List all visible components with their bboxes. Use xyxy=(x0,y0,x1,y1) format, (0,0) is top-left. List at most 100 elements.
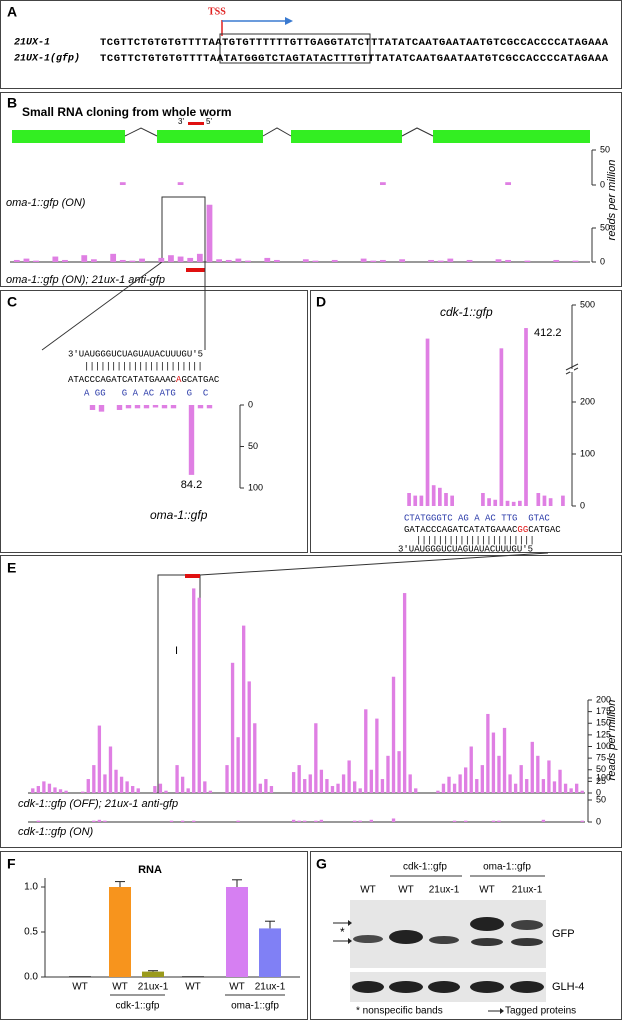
bar xyxy=(447,776,451,793)
panel-letter: E xyxy=(7,560,16,576)
bar xyxy=(502,727,507,793)
y-tick-label: 0 xyxy=(248,399,253,409)
bar xyxy=(180,776,185,793)
panel-letter: G xyxy=(316,856,327,872)
y-tick-label: 1.0 xyxy=(24,882,38,893)
band xyxy=(510,981,544,993)
bar xyxy=(441,783,446,793)
track-label: cdk-1::gfp (OFF); 21ux-1 anti-gfp xyxy=(18,798,178,810)
sequence-label: 21UX-1(gfp) xyxy=(14,53,80,65)
panel-title: Small RNA cloning from whole worm xyxy=(22,105,232,119)
band xyxy=(389,981,423,993)
bar xyxy=(264,779,268,793)
bar xyxy=(259,928,281,977)
bar xyxy=(53,787,57,793)
y-tick-label: 75 xyxy=(596,753,606,763)
bar xyxy=(437,260,444,262)
bar xyxy=(419,495,424,506)
bar xyxy=(226,887,248,977)
bar xyxy=(197,405,204,409)
bar xyxy=(230,662,235,793)
bar xyxy=(236,820,240,822)
band xyxy=(471,938,503,946)
bar xyxy=(525,779,529,793)
bar xyxy=(379,259,386,262)
x-tick-label: 21ux-1 xyxy=(255,982,286,993)
star: * xyxy=(340,925,345,939)
y-tick-label: 50 xyxy=(248,441,258,451)
base-pairs: |||||||||||||||||||||| xyxy=(84,361,203,371)
intron xyxy=(401,127,434,137)
bar xyxy=(90,259,97,262)
bar xyxy=(47,783,52,793)
bar xyxy=(110,253,117,262)
arrowhead xyxy=(500,1008,504,1014)
seq-part: CATGAC xyxy=(528,525,561,535)
x-tick-label: WT xyxy=(72,982,88,993)
bar xyxy=(180,820,185,822)
y-tick-label: 50 xyxy=(600,144,610,154)
bar xyxy=(86,779,90,793)
bar xyxy=(314,723,318,793)
arrowhead xyxy=(348,938,352,944)
bar xyxy=(186,788,190,793)
bar xyxy=(258,783,262,793)
panel-c-frame xyxy=(0,290,308,553)
bar xyxy=(161,405,168,409)
band xyxy=(511,938,543,946)
bar xyxy=(495,259,502,262)
bar xyxy=(431,485,436,506)
read-sequence: CTATGGGTC AG A AC TTG GTAC xyxy=(404,513,550,523)
bar xyxy=(464,820,468,822)
bar xyxy=(580,790,584,793)
bar xyxy=(575,783,579,793)
bar xyxy=(109,887,131,977)
footnote: * nonspecific bands xyxy=(356,1006,443,1017)
exon xyxy=(157,130,263,143)
bar xyxy=(358,788,362,793)
bar xyxy=(108,746,113,793)
bar xyxy=(428,259,434,262)
bar xyxy=(464,767,468,793)
bar xyxy=(391,676,396,793)
bar xyxy=(13,259,20,262)
y-tick-label: 0.5 xyxy=(24,927,38,938)
axis-break xyxy=(565,363,579,371)
panel-letter: C xyxy=(7,294,17,310)
bar xyxy=(31,788,35,793)
bar xyxy=(505,259,512,262)
bar xyxy=(242,625,246,793)
bar xyxy=(125,781,129,793)
bar xyxy=(330,786,335,793)
bar xyxy=(62,259,68,262)
exon xyxy=(291,130,402,143)
bar xyxy=(291,772,296,793)
bar xyxy=(561,495,565,506)
bar xyxy=(341,774,346,793)
bar xyxy=(312,260,319,262)
lane-label: WT xyxy=(398,885,414,896)
bar xyxy=(297,820,301,822)
probe xyxy=(186,268,205,272)
bar xyxy=(192,820,196,822)
bar xyxy=(369,769,373,793)
bar xyxy=(380,779,385,793)
bar xyxy=(89,405,96,410)
read-sequence: A GG G A AC ATG G C xyxy=(84,388,209,398)
bar xyxy=(364,709,368,793)
target-sequence: GATACCCAGATCATATGAAACGGCATGAC xyxy=(404,525,561,535)
bar xyxy=(499,348,504,506)
group-label: oma-1::gfp xyxy=(231,1001,279,1012)
x-tick-label: 21ux-1 xyxy=(138,982,169,993)
probe xyxy=(188,122,204,125)
value-label: 412.2 xyxy=(534,327,562,339)
exon xyxy=(433,130,590,143)
y-tick-label: 0 xyxy=(596,816,601,826)
y-tick-label: 25 xyxy=(596,776,606,786)
bar xyxy=(580,820,584,822)
bar xyxy=(103,820,107,822)
bar xyxy=(360,258,367,262)
bar xyxy=(536,755,540,793)
bar xyxy=(558,769,562,793)
y-tick-label: 0 xyxy=(596,787,601,797)
